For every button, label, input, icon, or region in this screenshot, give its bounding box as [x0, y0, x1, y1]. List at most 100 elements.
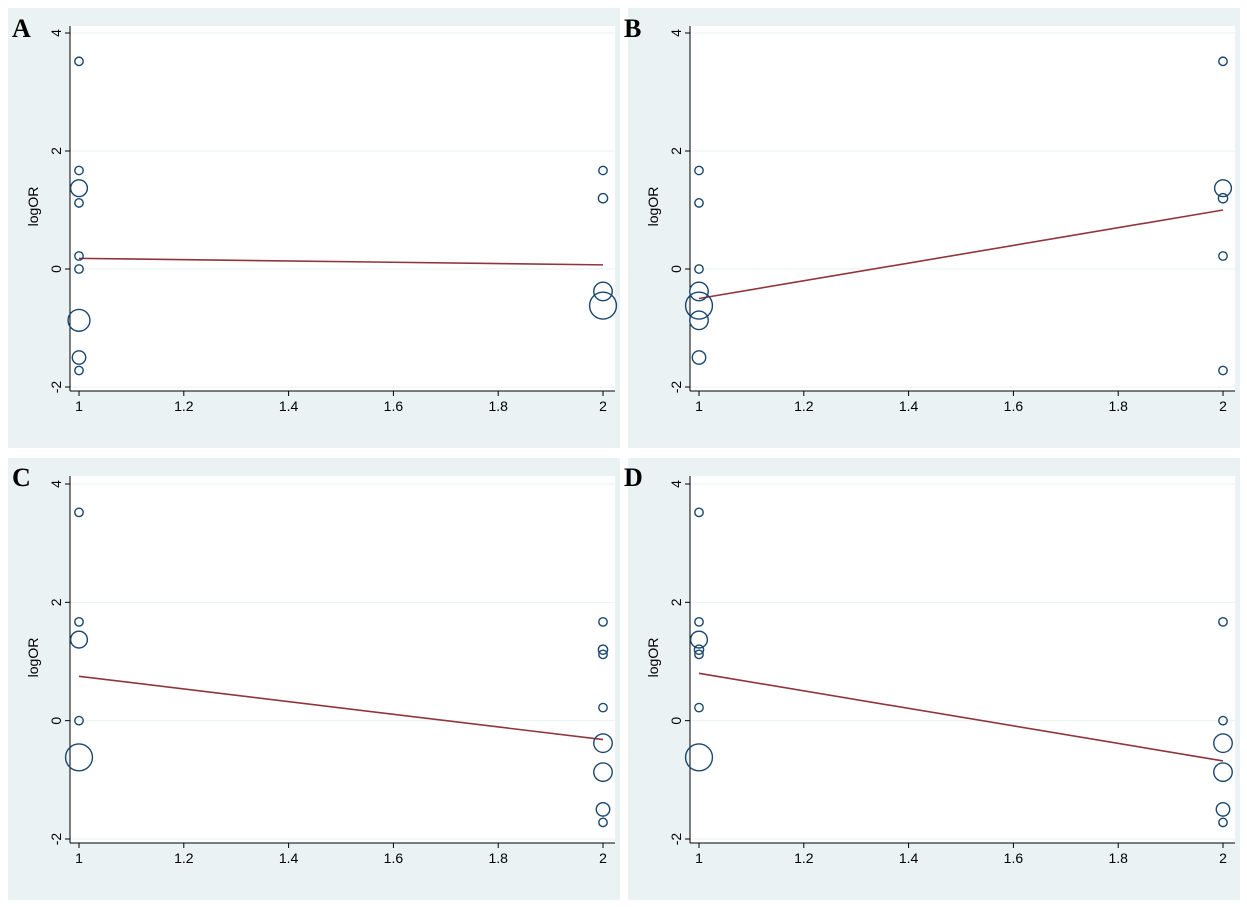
data-point: [694, 198, 704, 208]
fit-line: [698, 209, 1224, 300]
data-point: [74, 198, 84, 208]
fit-line: [78, 257, 604, 266]
data-point: [1218, 56, 1228, 67]
y-tick-label: 0: [48, 717, 64, 725]
panel-letter: D: [624, 463, 643, 492]
data-point: [593, 281, 613, 302]
data-point: [684, 743, 714, 772]
data-point: [598, 702, 608, 713]
y-tick-label: -2: [48, 381, 64, 394]
data-point: [588, 291, 618, 320]
data-point: [694, 616, 704, 627]
data-point: [597, 644, 609, 655]
y-tick-label: 2: [668, 147, 684, 155]
data-point: [71, 350, 87, 365]
data-point: [74, 715, 84, 726]
y-axis-title: logOR: [25, 638, 41, 678]
data-point: [64, 743, 94, 772]
data-point: [694, 649, 704, 660]
y-tick-label: 4: [48, 29, 64, 37]
x-tick-label: 1.4: [279, 398, 299, 414]
data-point: [1213, 733, 1233, 754]
panel-letter: B: [624, 14, 641, 43]
x-tick-label: 2: [599, 850, 607, 866]
data-point: [694, 264, 704, 274]
y-tick-label: -2: [668, 833, 684, 846]
data-point: [694, 165, 704, 176]
data-point: [597, 192, 609, 204]
data-point: [691, 350, 707, 365]
data-point: [693, 644, 705, 655]
data-point: [593, 762, 613, 783]
data-point: [1218, 817, 1228, 828]
panel-b: -2 0 2 4 1 1.2 1.4 1.6 1.8 2 logOR B: [624, 8, 1240, 448]
x-tick-label: 1.6: [384, 398, 404, 414]
x-tick-label: 1.8: [488, 850, 508, 866]
x-tick-label: 1.2: [174, 850, 194, 866]
x-tick-label: 1: [695, 850, 703, 866]
y-tick-label: 4: [668, 480, 684, 488]
data-point: [598, 649, 608, 660]
x-tick-label: 1: [695, 398, 703, 414]
plot-area: [70, 476, 615, 843]
data-point: [74, 616, 84, 627]
y-tick-label: 2: [668, 598, 684, 606]
data-point: [689, 630, 709, 649]
data-point: [1215, 801, 1231, 817]
y-tick-label: 4: [668, 29, 684, 37]
data-point: [684, 291, 714, 320]
y-tick-label: 0: [48, 265, 64, 273]
x-tick-label: 2: [599, 398, 607, 414]
x-tick-label: 1.4: [899, 398, 919, 414]
data-point: [689, 310, 709, 331]
data-point: [598, 165, 608, 176]
data-point: [69, 630, 89, 649]
fit-line: [78, 675, 604, 741]
x-tick-label: 1.6: [1004, 850, 1024, 866]
x-tick-label: 1: [75, 850, 83, 866]
data-point: [689, 281, 709, 302]
data-point: [593, 733, 613, 754]
data-point: [74, 365, 84, 376]
x-tick-label: 1.4: [279, 850, 299, 866]
data-point: [74, 165, 84, 176]
x-tick-label: 1.2: [174, 398, 194, 414]
panel-letter: C: [12, 463, 31, 492]
data-point: [69, 179, 89, 198]
data-point: [74, 251, 84, 261]
y-axis-title: logOR: [645, 638, 661, 678]
data-point: [1217, 192, 1229, 204]
data-point: [1218, 616, 1228, 627]
x-tick-label: 2: [1219, 850, 1227, 866]
y-tick-label: 4: [48, 480, 64, 488]
data-point: [67, 308, 91, 332]
data-point: [694, 702, 704, 713]
data-point: [1218, 715, 1228, 726]
x-tick-label: 1: [75, 398, 83, 414]
panel-letter: A: [12, 14, 31, 43]
panel-d: -2 0 2 4 1 1.2 1.4 1.6 1.8 2 logOR D: [624, 458, 1240, 900]
x-tick-label: 1.2: [794, 398, 814, 414]
data-point: [694, 507, 704, 518]
x-tick-label: 1.2: [794, 850, 814, 866]
data-point: [74, 264, 84, 274]
plot-area: [690, 476, 1235, 843]
data-point: [1213, 762, 1233, 783]
panel-a: -2 0 2 4 1 1.2 1.4 1.6 1.8 2 logOR A: [8, 8, 620, 448]
y-tick-label: 0: [668, 717, 684, 725]
y-axis-title: logOR: [25, 187, 41, 227]
x-tick-label: 1.8: [488, 398, 508, 414]
y-tick-label: -2: [668, 381, 684, 394]
y-tick-label: -2: [48, 833, 64, 846]
data-point: [598, 616, 608, 627]
plot-area: [690, 26, 1235, 391]
x-tick-label: 1.4: [899, 850, 919, 866]
x-tick-label: 1.6: [384, 850, 404, 866]
data-point: [1218, 251, 1228, 261]
x-tick-label: 1.6: [1004, 398, 1024, 414]
plot-area: [70, 26, 615, 391]
x-tick-label: 2: [1219, 398, 1227, 414]
data-point: [595, 801, 611, 817]
x-tick-label: 1.8: [1108, 398, 1128, 414]
fit-line: [698, 672, 1224, 762]
